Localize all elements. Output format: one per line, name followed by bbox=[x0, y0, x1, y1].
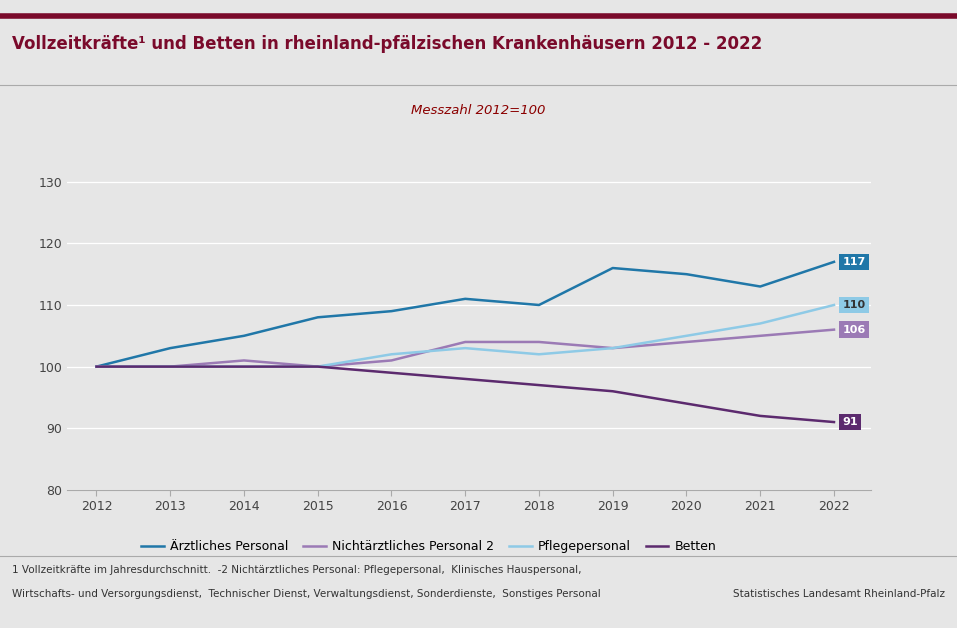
Legend: Ärztliches Personal, Nichtärztliches Personal 2, Pflegepersonal, Betten: Ärztliches Personal, Nichtärztliches Per… bbox=[136, 535, 722, 558]
Text: 91: 91 bbox=[842, 417, 858, 427]
Text: Vollzeitkräfte¹ und Betten in rheinland-pfälzischen Krankenhäusern 2012 - 2022: Vollzeitkräfte¹ und Betten in rheinland-… bbox=[12, 35, 763, 53]
Text: 117: 117 bbox=[842, 257, 865, 267]
Text: 106: 106 bbox=[842, 325, 865, 335]
Text: Statistisches Landesamt Rheinland-Pfalz: Statistisches Landesamt Rheinland-Pfalz bbox=[732, 589, 945, 599]
Text: 1 Vollzeitkräfte im Jahresdurchschnitt.  -2 Nichtärztliches Personal: Pflegepers: 1 Vollzeitkräfte im Jahresdurchschnitt. … bbox=[12, 565, 582, 575]
Text: Wirtschafts- und Versorgungsdienst,  Technischer Dienst, Verwaltungsdienst, Sond: Wirtschafts- und Versorgungsdienst, Tech… bbox=[12, 589, 601, 599]
Text: Messzahl 2012=100: Messzahl 2012=100 bbox=[412, 104, 545, 117]
Text: 110: 110 bbox=[842, 300, 865, 310]
